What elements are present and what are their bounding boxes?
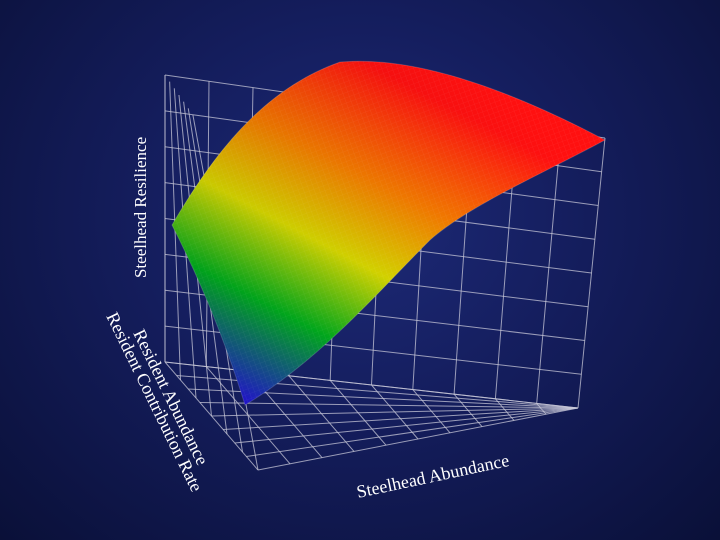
x-axis-label: Steelhead Abundance (355, 450, 511, 502)
grid-floor-depth (234, 407, 579, 444)
grid-floor-depth (257, 407, 579, 471)
surface-edge (171, 60, 607, 406)
grid-floor-depth (199, 402, 579, 409)
grid-floor-depth (246, 407, 579, 457)
surface-mesh (172, 61, 605, 405)
grid-floor-depth (223, 407, 579, 430)
grid-floor-depth (164, 361, 579, 409)
grid-floor-depth (211, 407, 579, 417)
z-axis-label: Steelhead Resilience (131, 137, 150, 278)
grid-floor (164, 361, 579, 471)
y-axis-label-back: Resident Contribution Rate (102, 309, 206, 495)
surface (171, 60, 607, 406)
